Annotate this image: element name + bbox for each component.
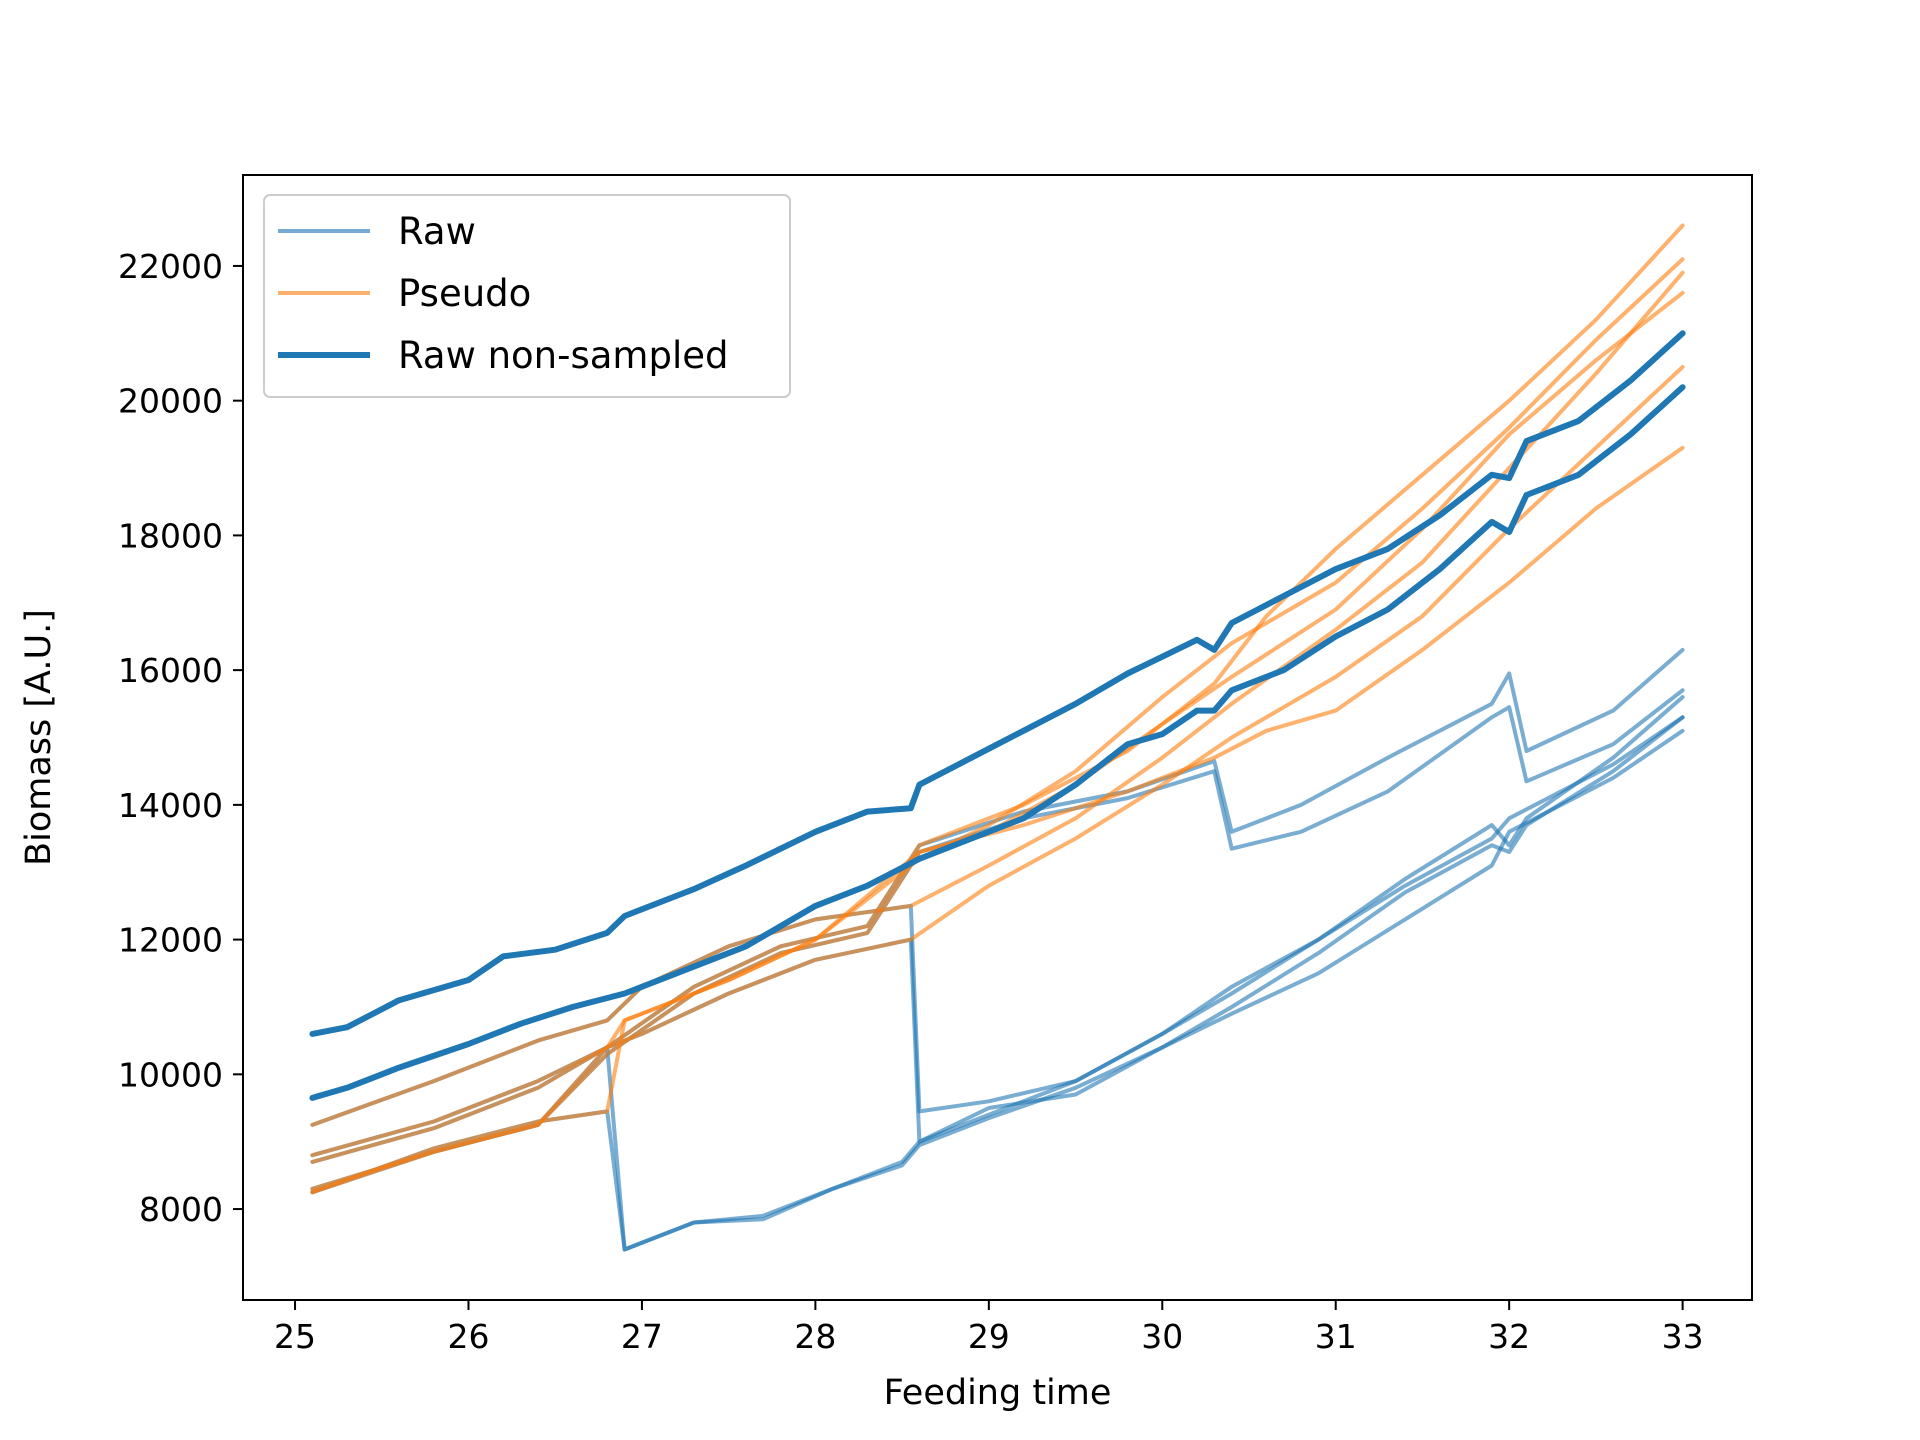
x-tick-label: 33 [1662,1317,1704,1356]
y-tick-label: 20000 [118,382,223,421]
y-tick-label: 12000 [118,921,223,960]
series-layer [309,223,1686,1252]
series-line-pseudo-10 [310,223,1685,1195]
x-tick-label: 26 [447,1317,489,1356]
x-tick-label: 28 [794,1317,836,1356]
x-tick-label: 27 [621,1317,663,1356]
x-tick-label: 29 [968,1317,1010,1356]
legend-label: Pseudo [398,272,531,315]
legend: Raw Pseudo Raw non-sampled [263,194,791,398]
x-axis-label: Feeding time [884,1373,1112,1413]
legend-label: Raw non-sampled [398,334,729,377]
series-line-raw-1 [310,715,1685,1252]
x-tick-label: 30 [1141,1317,1183,1356]
y-tick-label: 22000 [118,247,223,286]
series-line-pseudo-7 [310,365,1685,1164]
y-tick-label: 10000 [118,1055,223,1094]
series-line-nonsampled-13 [309,384,1686,1101]
series-line-raw-0 [310,695,1685,1252]
x-tick-label: 32 [1488,1317,1530,1356]
series-line-pseudo-11 [310,445,1685,1191]
legend-box [263,194,791,398]
y-tick-label: 8000 [139,1190,223,1229]
y-axis-label: Biomass [A.U.] [19,609,59,866]
y-tick-label: 16000 [118,651,223,690]
legend-label: Raw [398,210,476,253]
series-line-pseudo-8 [310,257,1685,1158]
y-tick-label: 14000 [118,786,223,825]
plot-area [309,223,1686,1252]
x-tick-label: 25 [274,1317,316,1356]
axes-frame [242,174,1753,1301]
series-line-nonsampled-12 [309,330,1686,1037]
series-line-pseudo-6 [310,270,1685,1127]
x-tick-label: 31 [1315,1317,1357,1356]
y-axis: 8000 10000 12000 14000 16000 18000 20000 22000 [118,247,243,1229]
x-axis: 25 26 27 28 29 30 31 32 33 [274,1300,1704,1356]
y-tick-label: 18000 [118,516,223,555]
